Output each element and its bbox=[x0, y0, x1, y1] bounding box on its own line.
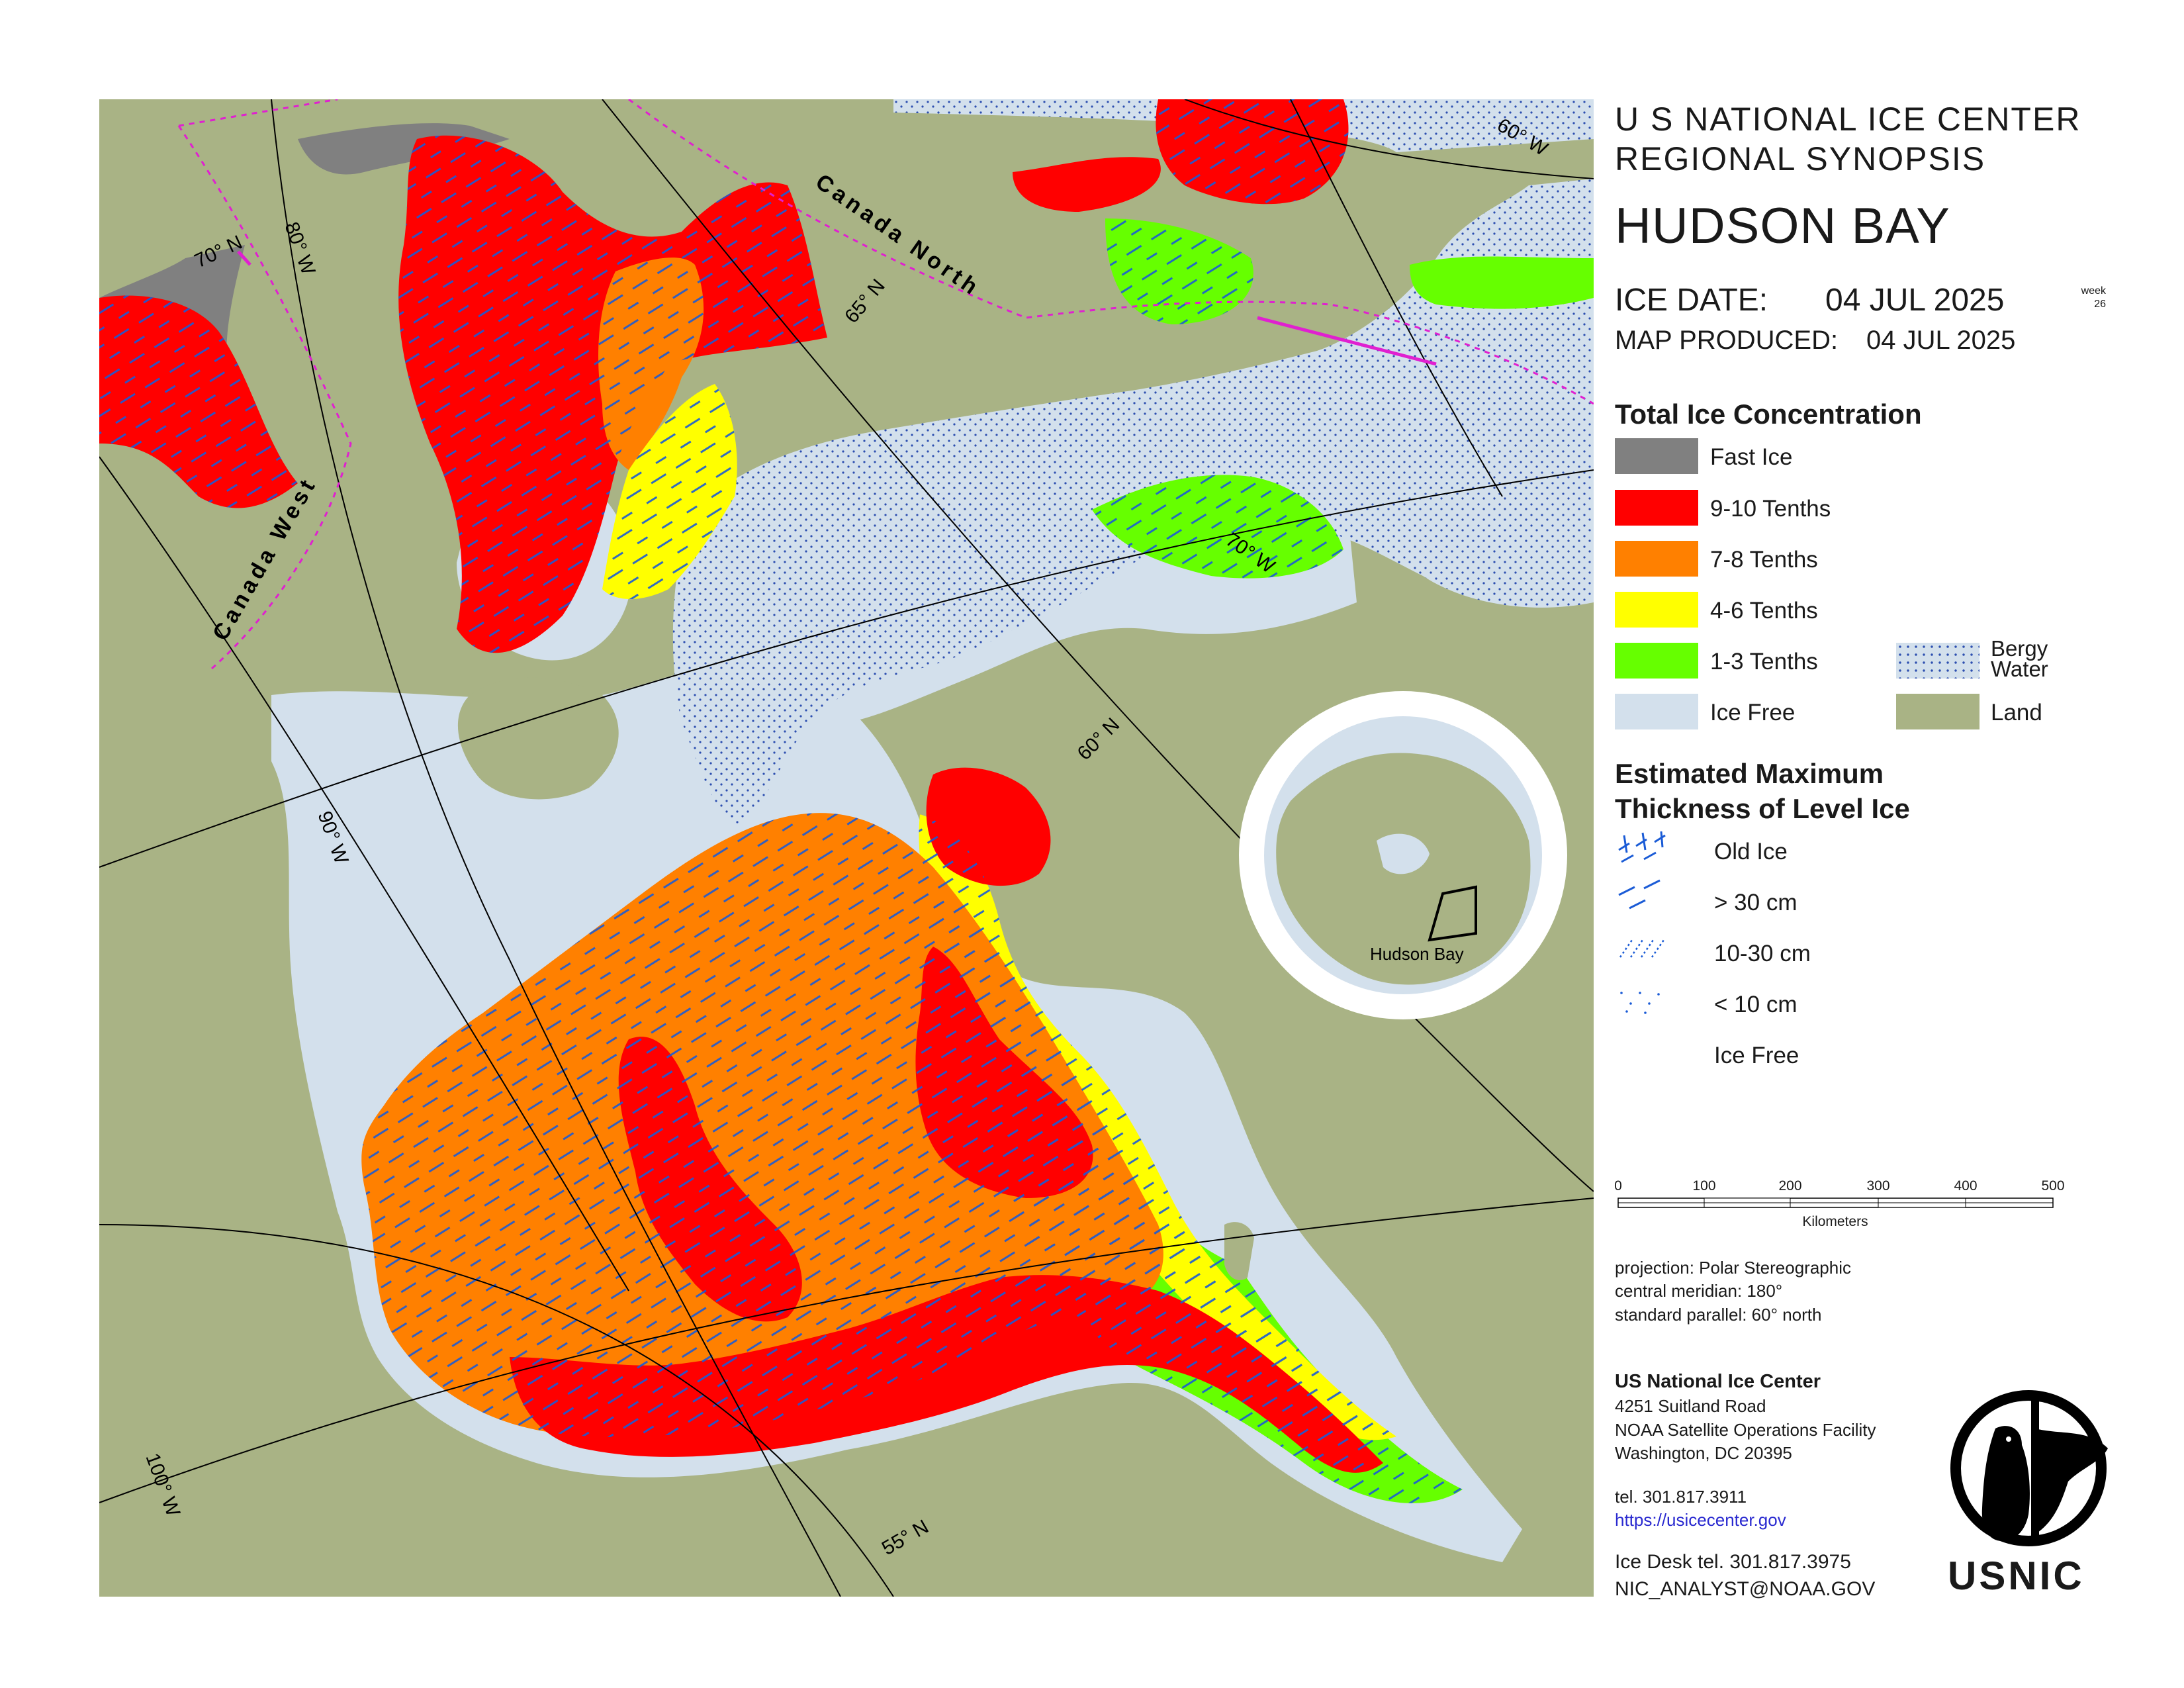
projection-info: projection: Polar Stereographic central … bbox=[1615, 1256, 1851, 1327]
map-canvas: Canada North Canada West 70° N 65° N 60°… bbox=[99, 99, 1594, 1597]
boundary-segment bbox=[1257, 316, 1437, 366]
thickness-legend-title: Estimated Maximum Thickness of Level Ice bbox=[1615, 757, 1910, 826]
contact-url-link[interactable]: https://usicecenter.gov bbox=[1615, 1509, 1786, 1530]
week-label: week bbox=[2081, 285, 2106, 297]
map-produced-value: 04 JUL 2025 bbox=[1866, 326, 2016, 355]
legend-panel: U S NATIONAL ICE CENTER REGIONAL SYNOPSI… bbox=[1614, 99, 2171, 1603]
contact-address-2: NOAA Satellite Operations Facility bbox=[1615, 1419, 1876, 1440]
swatch-land bbox=[1896, 694, 1979, 729]
central-meridian-line: central meridian: 180° bbox=[1615, 1281, 1783, 1301]
agency-line: U S NATIONAL ICE CENTER bbox=[1615, 101, 2081, 138]
scale-unit-label: Kilometers bbox=[1802, 1214, 1868, 1229]
map-produced-label: MAP PRODUCED: bbox=[1615, 326, 1839, 355]
region-boundaries bbox=[177, 99, 1594, 670]
southampton-island bbox=[457, 677, 619, 800]
legend-label-land: Land bbox=[1991, 700, 2042, 726]
contact-ice-desk: Ice Desk tel. 301.817.3975 bbox=[1615, 1551, 1851, 1573]
swatch-ice-free bbox=[1615, 694, 1698, 729]
scale-tick: 0 bbox=[1614, 1178, 1622, 1194]
legend-label-9-10: 9-10 Tenths bbox=[1710, 496, 1831, 522]
conc-9-10-north-2 bbox=[1013, 157, 1161, 212]
legend-label-bergy-water: Bergy Water bbox=[1991, 636, 2048, 682]
projection-line: projection: Polar Stereographic bbox=[1615, 1258, 1851, 1278]
scale-tick: 100 bbox=[1692, 1178, 1716, 1194]
boundary-segment bbox=[237, 250, 251, 266]
contact-tel: tel. 301.817.3911 bbox=[1615, 1486, 1747, 1507]
contact-info: US National Ice Center 4251 Suitland Roa… bbox=[1615, 1369, 1919, 1603]
logo-text: USNIC bbox=[1948, 1554, 2085, 1598]
legend-label-thickness-ice-free: Ice Free bbox=[1714, 1043, 1799, 1068]
legend-label-10-30cm: 10-30 cm bbox=[1714, 941, 1811, 966]
contact-email[interactable]: NIC_ANALYST@NOAA.GOV bbox=[1615, 1578, 1876, 1601]
legend-label-4-6: 4-6 Tenths bbox=[1710, 598, 1818, 624]
ice-date-value: 04 JUL 2025 bbox=[1825, 283, 2005, 318]
legend-label-ice-free: Ice Free bbox=[1710, 700, 1796, 726]
ice-chart-map: Canada North Canada West 70° N 65° N 60°… bbox=[99, 99, 1594, 1597]
swatch-7-8 bbox=[1615, 541, 1698, 577]
week-indicator: week 26 bbox=[2052, 285, 2106, 311]
scale-bar-graphic bbox=[1617, 1197, 2054, 1208]
standard-parallel-line: standard parallel: 60° north bbox=[1615, 1304, 1822, 1325]
week-number: 26 bbox=[2094, 299, 2106, 310]
contact-address-1: 4251 Suitland Road bbox=[1615, 1396, 1766, 1417]
thickness-swatches bbox=[1618, 831, 1666, 1014]
swatch-1-3 bbox=[1615, 643, 1698, 679]
logo-emblem-icon bbox=[1950, 1390, 2108, 1546]
concentration-legend-title: Total Ice Concentration bbox=[1615, 399, 1922, 430]
bergy-line-1: Bergy bbox=[1991, 636, 2048, 661]
contact-org: US National Ice Center bbox=[1615, 1371, 1821, 1392]
synopsis-line: REGIONAL SYNOPSIS bbox=[1615, 140, 1986, 177]
legend-label-old-ice: Old Ice bbox=[1714, 839, 1788, 865]
conc-1-3-strait-3 bbox=[1410, 256, 1594, 309]
inset-locator-globe: Hudson Bay bbox=[1239, 691, 1567, 1019]
thickness-title-line-1: Estimated Maximum bbox=[1615, 758, 1884, 789]
swatch-9-10 bbox=[1615, 490, 1698, 526]
inset-label: Hudson Bay bbox=[1370, 944, 1464, 964]
legend-label-under-10cm: < 10 cm bbox=[1714, 992, 1797, 1017]
swatch-4-6 bbox=[1615, 592, 1698, 628]
scale-tick: 500 bbox=[2041, 1178, 2065, 1194]
thickness-title-line-2: Thickness of Level Ice bbox=[1615, 792, 1910, 824]
legend-label-7-8: 7-8 Tenths bbox=[1710, 547, 1818, 573]
scale-tick: 400 bbox=[1954, 1178, 1978, 1194]
bergy-line-2: Water bbox=[1991, 657, 2048, 682]
scale-tick: 200 bbox=[1778, 1178, 1802, 1194]
swatch-fast-ice bbox=[1615, 438, 1698, 474]
thickness-overlay bbox=[99, 99, 1463, 1503]
contact-address-3: Washington, DC 20395 bbox=[1615, 1443, 1792, 1464]
swatch-bergy-water bbox=[1896, 643, 1979, 679]
bergy-water-strait bbox=[672, 99, 1594, 827]
legend-label-over-30cm: > 30 cm bbox=[1714, 890, 1797, 915]
legend-label-fast-ice: Fast Ice bbox=[1710, 444, 1793, 470]
usnic-logo: USNIC bbox=[1936, 1389, 2128, 1601]
ice-date-label: ICE DATE: bbox=[1615, 283, 1768, 318]
scale-tick: 300 bbox=[1866, 1178, 1890, 1194]
region-title: HUDSON BAY bbox=[1615, 198, 1950, 254]
scale-bar: 0 100 200 300 400 500 Kilometers bbox=[1614, 1178, 2078, 1238]
legend-label-1-3: 1-3 Tenths bbox=[1710, 649, 1818, 675]
